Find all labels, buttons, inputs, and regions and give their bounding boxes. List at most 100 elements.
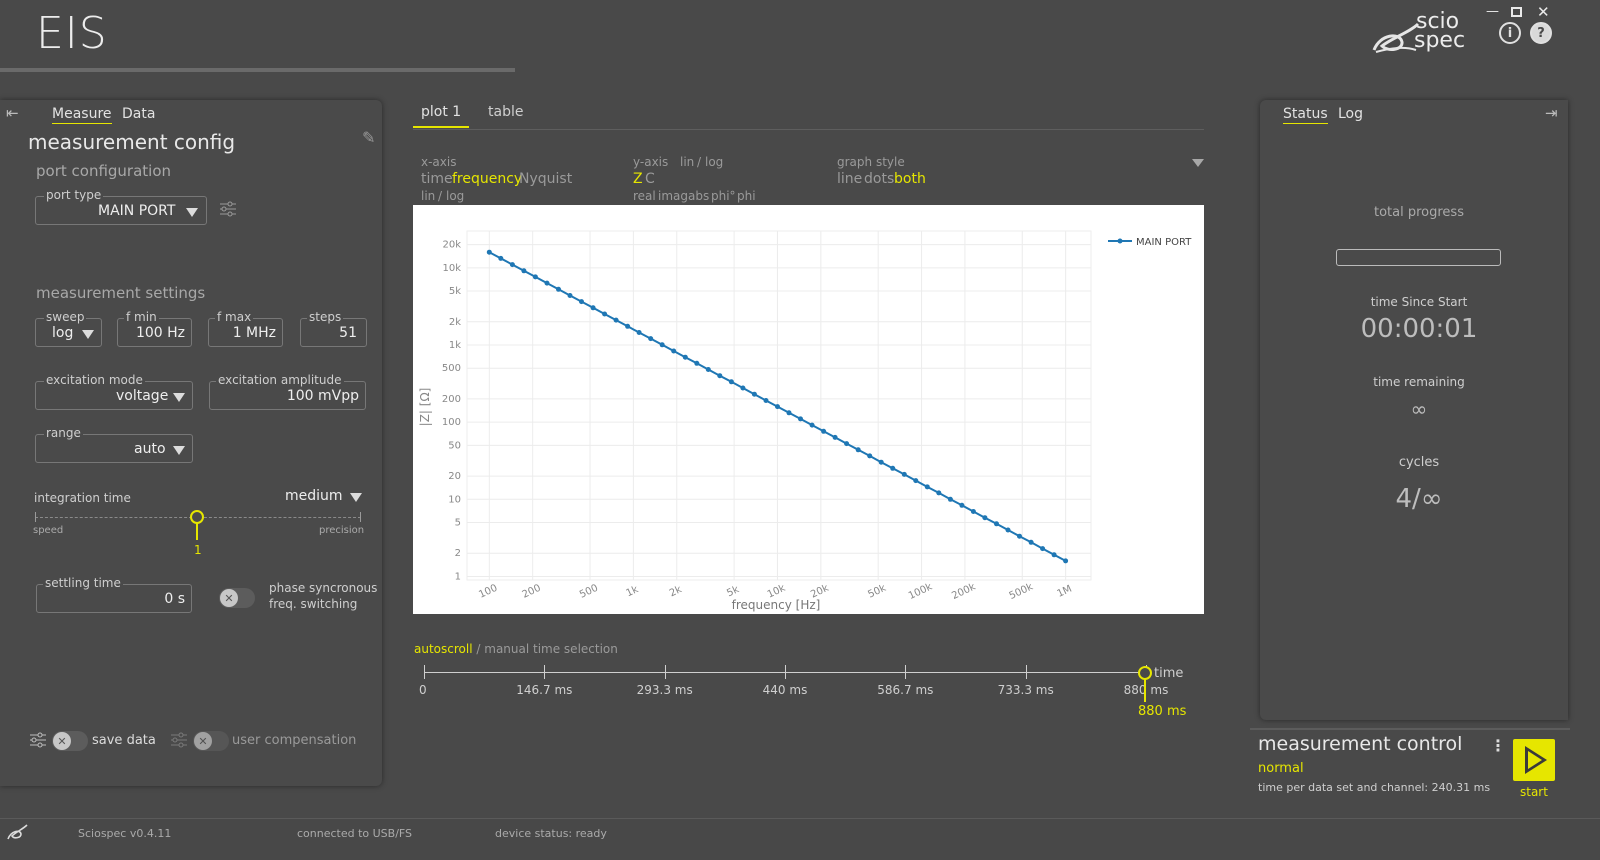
tab-data[interactable]: Data bbox=[122, 106, 156, 122]
settling-time-input[interactable]: settling time 0 s bbox=[36, 577, 192, 613]
user-comp-settings-icon[interactable] bbox=[169, 731, 189, 753]
yaxis-scale-log[interactable]: log bbox=[705, 155, 724, 169]
data-point bbox=[924, 484, 930, 490]
graph-style-line[interactable]: line bbox=[837, 171, 863, 187]
timeline-handle-stem bbox=[1144, 678, 1146, 702]
data-point bbox=[809, 422, 815, 428]
maximize-button[interactable] bbox=[1511, 7, 1522, 17]
tab-measure[interactable]: Measure bbox=[52, 106, 112, 124]
sweep-select[interactable]: sweep log bbox=[35, 311, 102, 347]
yaxis-sub-real[interactable]: real bbox=[633, 189, 656, 203]
measurement-mode[interactable]: normal bbox=[1258, 761, 1304, 776]
save-data-toggle[interactable]: ✕ bbox=[52, 731, 88, 751]
device-status: device status: ready bbox=[495, 827, 607, 840]
close-button[interactable]: ✕ bbox=[1537, 3, 1550, 21]
info-icon[interactable]: i bbox=[1499, 22, 1521, 44]
port-type-select[interactable]: port type MAIN PORT bbox=[35, 189, 207, 225]
excitation-mode-select[interactable]: excitation mode voltage bbox=[35, 374, 193, 410]
time-remaining-label: time remaining bbox=[1373, 375, 1465, 389]
time-per-dataset: time per data set and channel: 240.31 ms bbox=[1258, 781, 1491, 794]
range-select[interactable]: range auto bbox=[35, 427, 193, 463]
legend-marker bbox=[1117, 238, 1123, 244]
excitation-amplitude-input[interactable]: excitation amplitude 100 mVpp bbox=[209, 374, 366, 410]
xaxis-opt-nyquist[interactable]: Nyquist bbox=[519, 171, 573, 187]
collapse-right-icon[interactable]: ⇥ bbox=[1545, 104, 1558, 122]
more-options-icon[interactable]: ⋮ bbox=[1490, 736, 1506, 755]
minimize-button[interactable]: — bbox=[1486, 4, 1499, 19]
start-button[interactable] bbox=[1513, 739, 1555, 781]
chart-svg: 100 200 500 1k 2k 5k 10k 20k 50k 100k 200k 500k 1M 1 2… bbox=[418, 230, 1192, 612]
xaxis-opt-frequency[interactable]: frequency bbox=[452, 171, 523, 187]
chevron-down-icon[interactable] bbox=[350, 493, 362, 502]
port-type-value: MAIN PORT bbox=[98, 203, 176, 219]
user-comp-toggle[interactable]: ✕ bbox=[193, 731, 229, 751]
fmax-input[interactable]: f max 1 MHz bbox=[208, 311, 283, 347]
xaxis-opt-time[interactable]: time bbox=[421, 171, 453, 187]
data-point bbox=[970, 509, 976, 514]
plot-options-chevron-icon[interactable] bbox=[1192, 159, 1204, 167]
data-point bbox=[786, 410, 792, 416]
xaxis-scale-log[interactable]: log bbox=[446, 189, 465, 203]
timeline-tick bbox=[905, 665, 907, 679]
timeline-tick-label: 146.7 ms bbox=[516, 683, 573, 697]
edit-icon[interactable]: ✎ bbox=[362, 128, 376, 147]
data-point bbox=[648, 336, 654, 342]
data-point bbox=[567, 293, 573, 298]
timeline-axis-label: time bbox=[1154, 666, 1184, 681]
graph-style-dots[interactable]: dots bbox=[864, 171, 895, 187]
fmin-input[interactable]: f min 100 Hz bbox=[117, 311, 192, 347]
graph-style-both[interactable]: both bbox=[894, 171, 926, 187]
yaxis-sub-imag[interactable]: imag bbox=[658, 189, 688, 203]
yaxis-opt-z[interactable]: Z bbox=[633, 171, 643, 187]
x-tick-label: 100 bbox=[477, 583, 499, 601]
data-point bbox=[798, 416, 803, 422]
measurement-control-panel: measurement control ⋮ normal time per da… bbox=[1250, 728, 1570, 802]
excitation-mode-label: excitation mode bbox=[44, 373, 145, 387]
yaxis-sub-abs[interactable]: abs bbox=[688, 189, 710, 203]
yaxis-sub-phideg[interactable]: phi° bbox=[711, 189, 736, 203]
timeline-tick-label: 293.3 ms bbox=[636, 683, 693, 697]
timeline-tick-label: 0 bbox=[419, 683, 427, 697]
timeline-handle[interactable] bbox=[1138, 666, 1152, 680]
yaxis-opt-c[interactable]: C bbox=[645, 171, 655, 187]
range-label: range bbox=[44, 426, 83, 440]
port-type-label: port type bbox=[44, 188, 104, 202]
phase-sync-label-1: phase syncronous bbox=[269, 581, 378, 595]
tab-table[interactable]: table bbox=[488, 104, 524, 120]
integration-time-value[interactable]: medium bbox=[285, 488, 343, 504]
tab-status[interactable]: Status bbox=[1283, 106, 1328, 124]
phase-sync-toggle[interactable]: ✕ bbox=[219, 588, 255, 608]
collapse-left-icon[interactable]: ⇤ bbox=[6, 104, 19, 122]
start-label[interactable]: start bbox=[1520, 785, 1548, 799]
timeline-tick-label: 880 ms bbox=[1123, 683, 1169, 697]
data-point bbox=[936, 490, 942, 496]
autoscroll-option[interactable]: autoscroll / manual time selection bbox=[414, 642, 618, 656]
time-remaining-value: ∞ bbox=[1410, 397, 1428, 421]
tab-log[interactable]: Log bbox=[1338, 106, 1364, 122]
version-label: Sciospec v0.4.11 bbox=[78, 827, 172, 840]
autoscroll-label[interactable]: autoscroll bbox=[414, 642, 473, 656]
yaxis-heading: y-axis bbox=[633, 155, 669, 169]
excitation-mode-value: voltage bbox=[116, 388, 169, 404]
tab-plot-1[interactable]: plot 1 bbox=[421, 104, 462, 120]
data-point bbox=[1040, 546, 1046, 552]
x-tick-label: 2k bbox=[668, 584, 684, 599]
impedance-chart[interactable]: 100 200 500 1k 2k 5k 10k 20k 50k 100k 200k 500k 1M 1 2… bbox=[413, 205, 1204, 614]
data-point bbox=[590, 305, 596, 311]
yaxis-scale-lin[interactable]: lin bbox=[680, 155, 695, 169]
yaxis-sub-phi[interactable]: phi bbox=[737, 189, 756, 203]
fmin-label: f min bbox=[124, 310, 159, 324]
data-point bbox=[1017, 533, 1022, 539]
app-title: EIS bbox=[36, 8, 108, 59]
steps-input[interactable]: steps 51 bbox=[300, 311, 367, 347]
data-point bbox=[913, 478, 919, 484]
save-data-settings-icon[interactable] bbox=[28, 731, 48, 753]
sciospec-logo: scio spec bbox=[1370, 11, 1470, 56]
manual-time-selection-label[interactable]: manual time selection bbox=[484, 642, 618, 656]
integration-slider-handle[interactable] bbox=[190, 510, 204, 524]
fmax-value: 1 MHz bbox=[232, 325, 276, 341]
port-settings-icon[interactable] bbox=[218, 200, 238, 222]
xaxis-scale-lin[interactable]: lin bbox=[421, 189, 436, 203]
help-icon[interactable]: ? bbox=[1530, 22, 1552, 44]
yaxis-scale-sep: / bbox=[697, 155, 702, 169]
